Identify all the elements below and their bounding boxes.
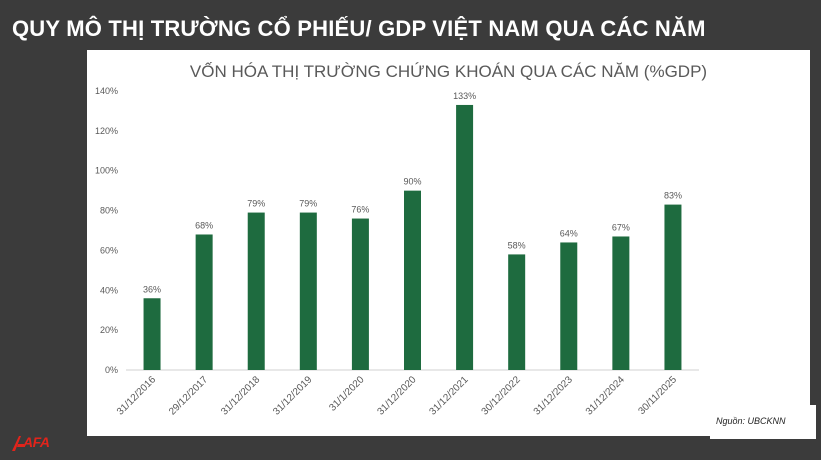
data-label: 64% bbox=[560, 228, 578, 238]
x-tick-label: 31/12/2021 bbox=[428, 374, 471, 417]
logo-text: AFA bbox=[23, 434, 50, 450]
data-label: 90% bbox=[403, 177, 421, 187]
x-tick-label: 31/12/2018 bbox=[219, 374, 262, 417]
data-label: 68% bbox=[195, 220, 213, 230]
x-tick-label: 31/12/2023 bbox=[532, 374, 575, 417]
bar bbox=[351, 218, 369, 370]
data-label: 79% bbox=[247, 199, 265, 209]
y-tick-label: 100% bbox=[95, 166, 118, 176]
y-tick-label: 60% bbox=[100, 245, 118, 255]
x-tick-label: 30/11/2025 bbox=[636, 374, 679, 417]
bar bbox=[456, 104, 474, 370]
bar bbox=[560, 242, 578, 370]
chart-title: VỐN HÓA THỊ TRƯỜNG CHỨNG KHOÁN QUA CÁC N… bbox=[189, 62, 708, 81]
data-label: 67% bbox=[612, 222, 630, 232]
data-label: 133% bbox=[453, 91, 476, 101]
logo-mark-icon bbox=[12, 436, 25, 451]
x-tick-label: 31/12/2019 bbox=[271, 374, 314, 417]
x-tick-label: 29/12/2017 bbox=[167, 374, 210, 417]
y-tick-label: 40% bbox=[100, 285, 118, 295]
bar bbox=[664, 204, 682, 370]
y-tick-label: 140% bbox=[95, 86, 118, 96]
x-tick-label: 31/1/2020 bbox=[327, 374, 367, 414]
bar bbox=[143, 298, 161, 370]
y-tick-label: 20% bbox=[100, 325, 118, 335]
bar bbox=[612, 236, 630, 370]
y-tick-label: 0% bbox=[105, 365, 118, 375]
bar bbox=[247, 212, 265, 370]
source-note: Nguồn: UBCKNN bbox=[710, 405, 816, 439]
x-tick-label: 30/12/2022 bbox=[480, 374, 523, 417]
x-tick-label: 31/12/2024 bbox=[584, 374, 627, 417]
afa-logo: AFA bbox=[10, 432, 70, 454]
x-tick-label: 31/12/2020 bbox=[375, 374, 418, 417]
data-label: 79% bbox=[299, 199, 317, 209]
y-tick-label: 120% bbox=[95, 126, 118, 136]
data-label: 58% bbox=[508, 240, 526, 250]
data-label: 83% bbox=[664, 191, 682, 201]
bar bbox=[508, 254, 526, 370]
bar bbox=[299, 212, 317, 370]
data-label: 76% bbox=[351, 205, 369, 215]
slide-title: QUY MÔ THỊ TRƯỜNG CỔ PHIẾU/ GDP VIỆT NAM… bbox=[12, 16, 706, 41]
data-label: 36% bbox=[143, 284, 161, 294]
bar bbox=[404, 190, 421, 370]
y-tick-label: 80% bbox=[100, 206, 118, 216]
bar bbox=[195, 234, 213, 370]
x-tick-label: 31/12/2016 bbox=[115, 374, 158, 417]
bar-chart: 0% 20% 40% 60% 80% 100% 120% 140% 36% 31/12/2016 6… bbox=[95, 86, 699, 418]
chart-card: VỐN HÓA THỊ TRƯỜNG CHỨNG KHOÁN QUA CÁC N… bbox=[87, 50, 810, 436]
